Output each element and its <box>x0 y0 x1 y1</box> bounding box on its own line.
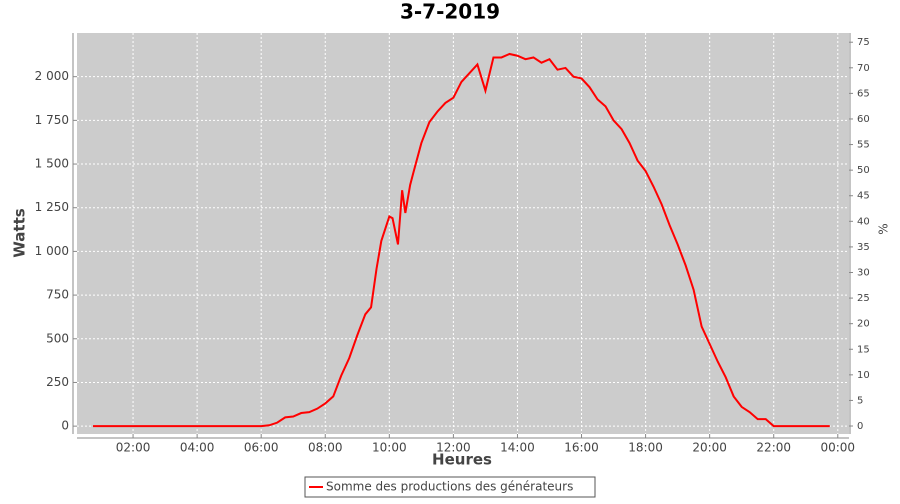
x-tick-label: 10:00 <box>372 441 407 455</box>
x-tick-label: 04:00 <box>180 441 215 455</box>
series-line <box>93 52 830 428</box>
y-tick-label: 1 000 <box>35 244 69 258</box>
y-tick-label: 1 250 <box>35 200 69 214</box>
x-axis-label: Heures <box>432 451 492 469</box>
y-tick-label: 1 500 <box>35 157 69 171</box>
x-tick-label: 12:00 <box>436 441 471 455</box>
y2-tick-label: 10 <box>857 370 870 381</box>
legend-label: Somme des productions des générateurs <box>326 480 573 494</box>
y2-tick-label: 15 <box>857 344 870 355</box>
y-tick-label: 1 750 <box>35 113 69 127</box>
y2-tick-label: 70 <box>857 63 870 74</box>
x-tick-label: 02:00 <box>116 441 151 455</box>
chart-title: 3-7-2019 <box>400 0 500 24</box>
y2-tick-label: 25 <box>857 293 870 304</box>
plot-area <box>77 33 849 434</box>
y-tick-label: 0 <box>61 419 69 433</box>
y2-tick-label: 65 <box>857 88 870 99</box>
y2-tick-label: 35 <box>857 242 870 253</box>
y2-tick-label: 60 <box>857 114 870 125</box>
y-tick-label: 500 <box>46 331 69 345</box>
x-tick-label: 22:00 <box>756 441 791 455</box>
x-tick-label: 18:00 <box>628 441 663 455</box>
y2-tick-label: 40 <box>857 216 870 227</box>
x-tick-label: 14:00 <box>500 441 535 455</box>
legend <box>304 476 596 498</box>
y-tick-label: 250 <box>46 375 69 389</box>
y2-tick-label: 30 <box>857 267 870 278</box>
y-axis-label: Watts <box>11 208 29 257</box>
x-tick-label: 06:00 <box>244 441 279 455</box>
y2-axis-label: % <box>877 223 891 234</box>
y2-tick-label: 20 <box>857 319 870 330</box>
y-tick-label: 2 000 <box>35 69 69 83</box>
x-tick-label: 20:00 <box>692 441 727 455</box>
y2-tick-label: 0 <box>857 421 863 432</box>
y2-tick-label: 45 <box>857 191 870 202</box>
x-tick-label: 16:00 <box>564 441 599 455</box>
y2-tick-label: 75 <box>857 37 870 48</box>
y-tick-label: 750 <box>46 288 69 302</box>
x-tick-label: 00:00 <box>820 441 855 455</box>
y2-tick-label: 55 <box>857 140 870 151</box>
y2-tick-label: 5 <box>857 395 863 406</box>
x-tick-label: 08:00 <box>308 441 343 455</box>
y2-tick-label: 50 <box>857 165 870 176</box>
